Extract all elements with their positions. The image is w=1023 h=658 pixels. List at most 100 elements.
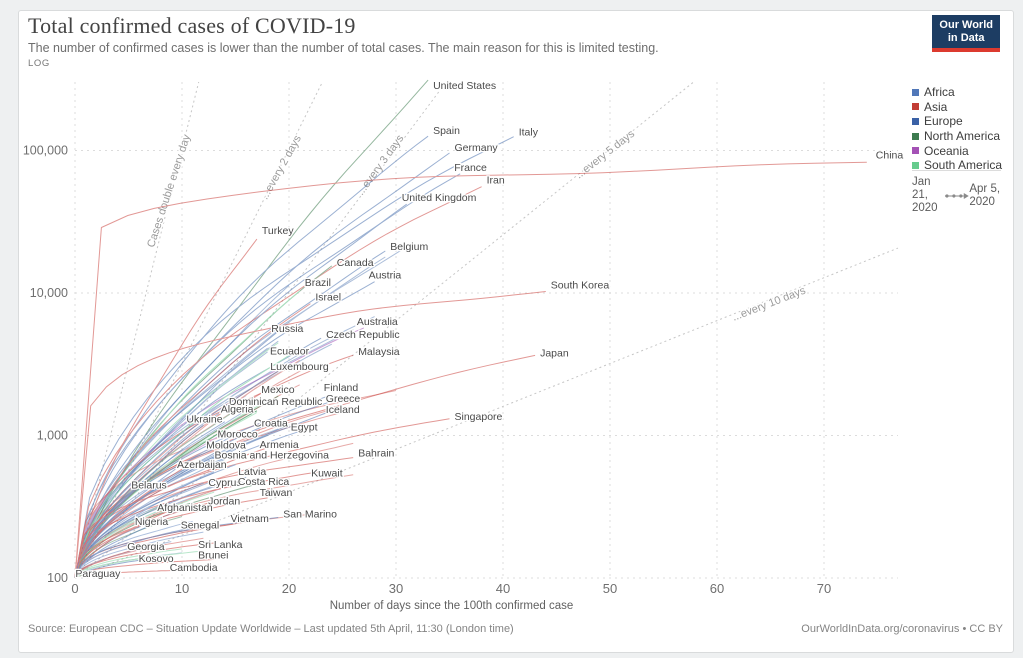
country-label-finland[interactable]: Finland — [323, 381, 360, 396]
country-label-israel[interactable]: Israel — [314, 290, 342, 305]
series-line-sri-lanka[interactable] — [74, 542, 215, 579]
series-line-georgia[interactable] — [74, 547, 140, 579]
series-line-australia[interactable] — [74, 327, 365, 579]
country-label-georgia[interactable]: Georgia — [126, 540, 166, 555]
country-label-armenia[interactable]: Armenia — [258, 438, 300, 453]
country-label-moldova[interactable]: Moldova — [205, 438, 247, 453]
series-line-israel[interactable] — [74, 303, 311, 579]
country-label-paraguay[interactable]: Paraguay — [74, 567, 122, 582]
country-label-france[interactable]: France — [453, 161, 488, 176]
country-label-russia[interactable]: Russia — [270, 322, 305, 337]
country-label-cyprus[interactable]: Cyprus — [207, 476, 243, 491]
series-line-singapore[interactable] — [74, 418, 450, 579]
country-label-bosnia-and-herzegovina[interactable]: Bosnia and Herzegovina — [213, 448, 330, 463]
series-line-cambodia[interactable] — [74, 569, 193, 579]
country-label-latvia[interactable]: Latvia — [237, 465, 268, 480]
series-line-greece[interactable] — [74, 400, 332, 579]
series-line-cyprus[interactable] — [74, 482, 204, 579]
country-label-united-kingdom[interactable]: United Kingdom — [400, 191, 477, 206]
country-label-united-states[interactable]: United States — [432, 79, 498, 94]
series-line-belarus[interactable] — [74, 485, 140, 579]
series-line-afghanistan[interactable] — [74, 509, 172, 579]
country-label-sri-lanka[interactable]: Sri Lanka — [197, 538, 244, 553]
country-label-singapore[interactable]: Singapore — [453, 410, 504, 425]
series-line-france[interactable] — [74, 173, 461, 579]
country-label-greece[interactable]: Greece — [325, 392, 362, 407]
series-line-kosovo[interactable] — [74, 556, 161, 579]
legend-item-africa[interactable]: Africa — [912, 85, 1002, 100]
timeline-end-date[interactable]: Apr 5, 2020 — [969, 182, 1001, 208]
series-line-jordan[interactable] — [74, 500, 215, 579]
series-line-united-states[interactable] — [74, 79, 429, 579]
timeline-range-icon[interactable] — [944, 191, 970, 201]
country-label-cambodia[interactable]: Cambodia — [168, 561, 219, 576]
country-label-azerbaijan[interactable]: Azerbaijan — [176, 458, 228, 473]
series-line-ukraine[interactable] — [74, 424, 204, 579]
country-label-taiwan[interactable]: Taiwan — [258, 486, 293, 501]
country-label-czech-republic[interactable]: Czech Republic — [325, 328, 401, 343]
country-label-mexico[interactable]: Mexico — [260, 383, 296, 398]
country-label-canada[interactable]: Canada — [336, 256, 375, 271]
series-line-bahrain[interactable] — [74, 457, 354, 579]
country-label-iceland[interactable]: Iceland — [325, 403, 362, 418]
series-line-taiwan[interactable] — [74, 497, 268, 579]
series-line-united-kingdom[interactable] — [74, 203, 407, 579]
legend-item-asia[interactable]: Asia — [912, 100, 1002, 115]
legend-item-oceania[interactable]: Oceania — [912, 143, 1002, 158]
series-line-brunei[interactable] — [74, 558, 215, 579]
series-line-nigeria[interactable] — [74, 525, 151, 579]
country-label-china[interactable]: China — [875, 148, 905, 163]
series-line-senegal[interactable] — [74, 527, 193, 579]
country-label-croatia[interactable]: Croatia — [253, 416, 290, 431]
country-label-belgium[interactable]: Belgium — [389, 240, 430, 255]
series-line-kuwait[interactable] — [74, 470, 322, 579]
country-label-nigeria[interactable]: Nigeria — [134, 515, 170, 530]
series-line-mexico[interactable] — [74, 395, 279, 579]
series-line-south-korea[interactable] — [74, 291, 546, 579]
country-label-algeria[interactable]: Algeria — [220, 402, 255, 417]
country-label-austria[interactable]: Austria — [367, 268, 402, 283]
legend-item-europe[interactable]: Europe — [912, 114, 1002, 129]
country-label-morocco[interactable]: Morocco — [216, 427, 259, 442]
country-label-dominican-republic[interactable]: Dominican Republic — [228, 395, 324, 410]
country-label-australia[interactable]: Australia — [356, 315, 400, 330]
timeline-control[interactable]: Jan 21, 2020 Apr 5, 2020 — [912, 170, 1001, 216]
country-label-san-marino[interactable]: San Marino — [282, 507, 338, 522]
series-line-azerbaijan[interactable] — [74, 468, 183, 579]
country-label-costa-rica[interactable]: Costa Rica — [237, 475, 291, 490]
timeline-start-date[interactable]: Jan 21, 2020 — [912, 176, 938, 215]
country-label-egypt[interactable]: Egypt — [289, 420, 318, 435]
series-line-ecuador[interactable] — [74, 354, 290, 579]
country-label-ecuador[interactable]: Ecuador — [269, 344, 311, 359]
country-label-brunei[interactable]: Brunei — [197, 548, 230, 563]
series-line-germany[interactable] — [74, 152, 450, 579]
log-scale-toggle[interactable]: LOG — [28, 58, 50, 69]
country-label-belarus[interactable]: Belarus — [130, 478, 168, 493]
country-label-italy[interactable]: Italy — [517, 125, 540, 140]
country-label-kuwait[interactable]: Kuwait — [310, 466, 344, 481]
country-label-jordan[interactable]: Jordan — [207, 494, 242, 509]
series-line-malaysia[interactable] — [74, 354, 354, 579]
series-line-paraguay[interactable] — [74, 571, 97, 579]
series-line-iran[interactable] — [74, 186, 482, 579]
country-label-afghanistan[interactable]: Afghanistan — [156, 501, 214, 516]
country-label-vietnam[interactable]: Vietnam — [229, 512, 270, 527]
country-label-japan[interactable]: Japan — [539, 346, 570, 361]
series-line-luxembourg[interactable] — [74, 370, 279, 579]
legend-item-north-america[interactable]: North America — [912, 129, 1002, 144]
series-line-china[interactable] — [74, 161, 867, 579]
owid-logo[interactable]: Our World in Data — [932, 15, 1000, 53]
series-line-turkey[interactable] — [74, 238, 258, 579]
country-label-south-korea[interactable]: South Korea — [550, 278, 611, 293]
country-label-malaysia[interactable]: Malaysia — [357, 345, 401, 360]
series-line-san-marino[interactable] — [74, 517, 279, 579]
country-label-spain[interactable]: Spain — [432, 124, 462, 139]
country-label-luxembourg[interactable]: Luxembourg — [269, 360, 330, 375]
credit-link[interactable]: OurWorldInData.org/coronavirus • CC BY — [801, 623, 1003, 635]
series-line-bosnia-and-herzegovina[interactable] — [74, 464, 236, 579]
country-label-brazil[interactable]: Brazil — [303, 276, 332, 291]
series-line-egypt[interactable] — [74, 430, 300, 579]
country-label-senegal[interactable]: Senegal — [179, 518, 220, 533]
country-label-bahrain[interactable]: Bahrain — [357, 446, 396, 461]
country-label-germany[interactable]: Germany — [453, 141, 499, 156]
